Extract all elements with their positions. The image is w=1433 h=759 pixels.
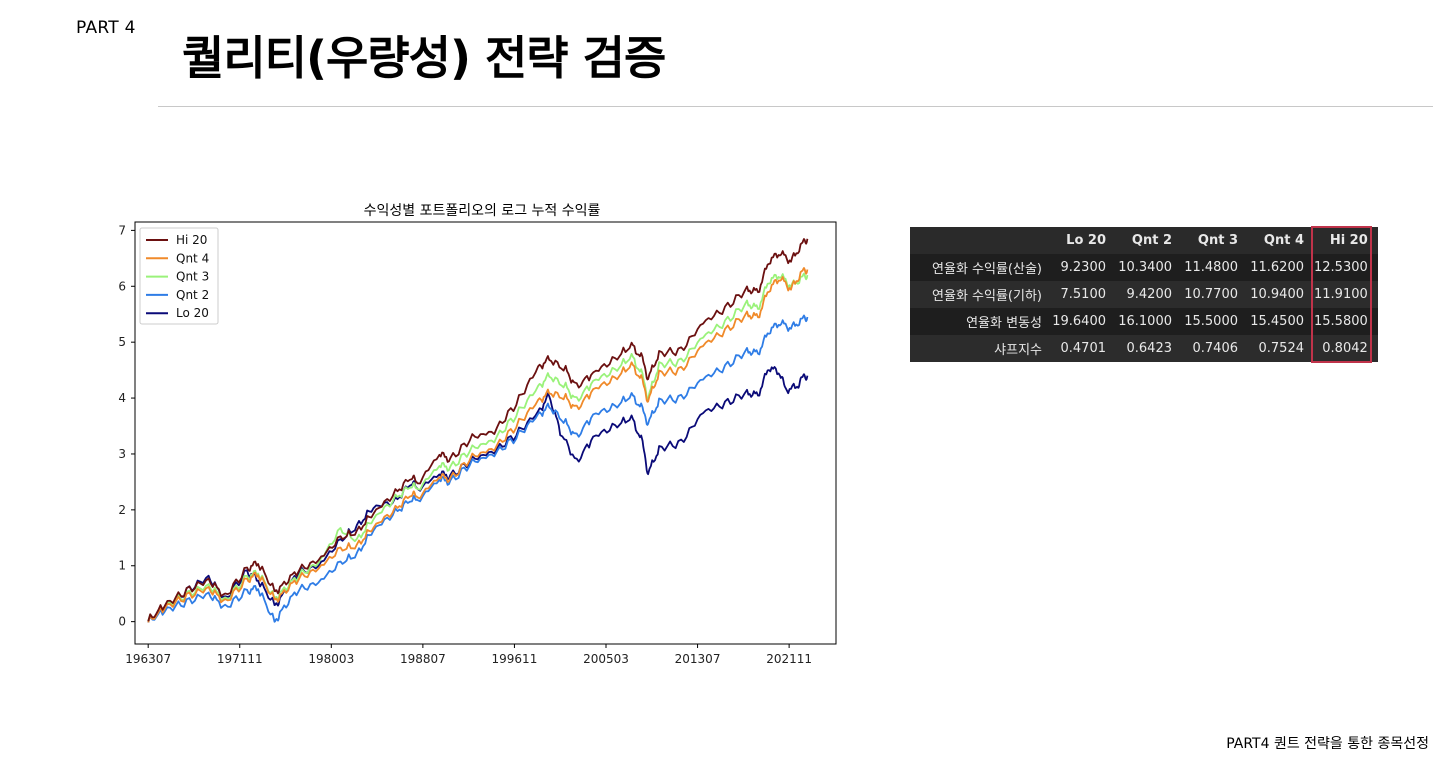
table-cell: 15.5800 [1314, 308, 1378, 335]
table-cell: 0.8042 [1314, 335, 1378, 362]
table-cell: 9.4200 [1116, 281, 1182, 308]
table-cell: 10.9400 [1248, 281, 1314, 308]
table-cell: 7.5100 [1050, 281, 1116, 308]
table-cell: 12.5300 [1314, 254, 1378, 281]
series-line-hi-20 [147, 238, 809, 622]
y-tick-label: 3 [118, 447, 126, 461]
x-tick-label: 201307 [675, 652, 721, 666]
x-tick-label: 198807 [400, 652, 446, 666]
x-tick-label: 197111 [217, 652, 263, 666]
legend-label: Qnt 3 [176, 270, 209, 284]
row-label: 연율화 수익률(기하) [910, 281, 1050, 308]
table-cell: 19.6400 [1050, 308, 1116, 335]
table-row: 샤프지수 0.4701 0.6423 0.7406 0.7524 0.8042 [910, 335, 1378, 362]
table-cell: 15.4500 [1248, 308, 1314, 335]
row-label: 연율화 변동성 [910, 308, 1050, 335]
table-cell: 9.2300 [1050, 254, 1116, 281]
table-cell: 15.5000 [1182, 308, 1248, 335]
table-row: 연율화 수익률(기하) 7.5100 9.4200 10.7700 10.940… [910, 281, 1378, 308]
x-tick-label: 198003 [308, 652, 354, 666]
table-cell: 10.3400 [1116, 254, 1182, 281]
col-header: Qnt 2 [1116, 227, 1182, 254]
x-tick-label: 196307 [125, 652, 171, 666]
y-tick-label: 1 [118, 559, 126, 573]
table-cell: 11.4800 [1182, 254, 1248, 281]
table-cell: 10.7700 [1182, 281, 1248, 308]
hi20-highlight-box [1311, 226, 1372, 363]
table-cell: 0.7406 [1182, 335, 1248, 362]
stats-table: Lo 20 Qnt 2 Qnt 3 Qnt 4 Hi 20 연율화 수익률(산술… [910, 227, 1378, 362]
x-tick-label: 200503 [583, 652, 629, 666]
chart-title: 수익성별 포트폴리오의 로그 누적 수익률 [364, 203, 601, 219]
series-line-qnt-2 [147, 314, 809, 623]
table-cell: 11.9100 [1314, 281, 1378, 308]
x-tick-label: 199611 [492, 652, 538, 666]
stats-corner [910, 227, 1050, 254]
y-tick-label: 7 [118, 223, 126, 237]
y-tick-label: 6 [118, 279, 126, 293]
y-tick-label: 0 [118, 615, 126, 629]
legend-label: Lo 20 [176, 306, 209, 320]
y-tick-label: 2 [118, 503, 126, 517]
col-header: Lo 20 [1050, 227, 1116, 254]
col-header: Qnt 3 [1182, 227, 1248, 254]
page-title: 퀄리티(우량성) 전략 검증 [182, 31, 666, 85]
footer-text: PART4 퀀트 전략을 통한 종목선정 [1226, 736, 1429, 752]
legend-box [139, 227, 219, 325]
series-line-lo-20 [147, 366, 809, 623]
series-line-qnt-4 [147, 267, 809, 623]
col-header-highlight: Hi 20 [1314, 227, 1378, 254]
table-row: 연율화 변동성 19.6400 16.1000 15.5000 15.4500 … [910, 308, 1378, 335]
y-tick-label: 5 [118, 335, 126, 349]
table-cell: 11.6200 [1248, 254, 1314, 281]
legend-label: Hi 20 [176, 233, 207, 247]
cumulative-return-chart: 수익성별 포트폴리오의 로그 누적 수익률 0 1 2 3 4 5 6 7 196307 1971… [118, 203, 837, 666]
table-row: 연율화 수익률(산술) 9.2300 10.3400 11.4800 11.62… [910, 254, 1378, 281]
col-header: Qnt 4 [1248, 227, 1314, 254]
table-cell: 16.1000 [1116, 308, 1182, 335]
table-cell: 0.4701 [1050, 335, 1116, 362]
row-label: 연율화 수익률(산술) [910, 254, 1050, 281]
stats-header-row: Lo 20 Qnt 2 Qnt 3 Qnt 4 Hi 20 [910, 227, 1378, 254]
table-cell: 0.7524 [1248, 335, 1314, 362]
legend-label: Qnt 2 [176, 288, 209, 302]
table-cell: 0.6423 [1116, 335, 1182, 362]
chart-legend: Hi 20 Qnt 4 Qnt 3 Qnt 2 Lo 20 [139, 227, 219, 325]
x-tick-label: 202111 [766, 652, 812, 666]
plot-frame [134, 221, 837, 645]
title-divider [158, 106, 1433, 107]
part-label: PART 4 [76, 18, 136, 38]
y-tick-label: 4 [118, 391, 126, 405]
legend-label: Qnt 4 [176, 251, 209, 265]
row-label: 샤프지수 [910, 335, 1050, 362]
